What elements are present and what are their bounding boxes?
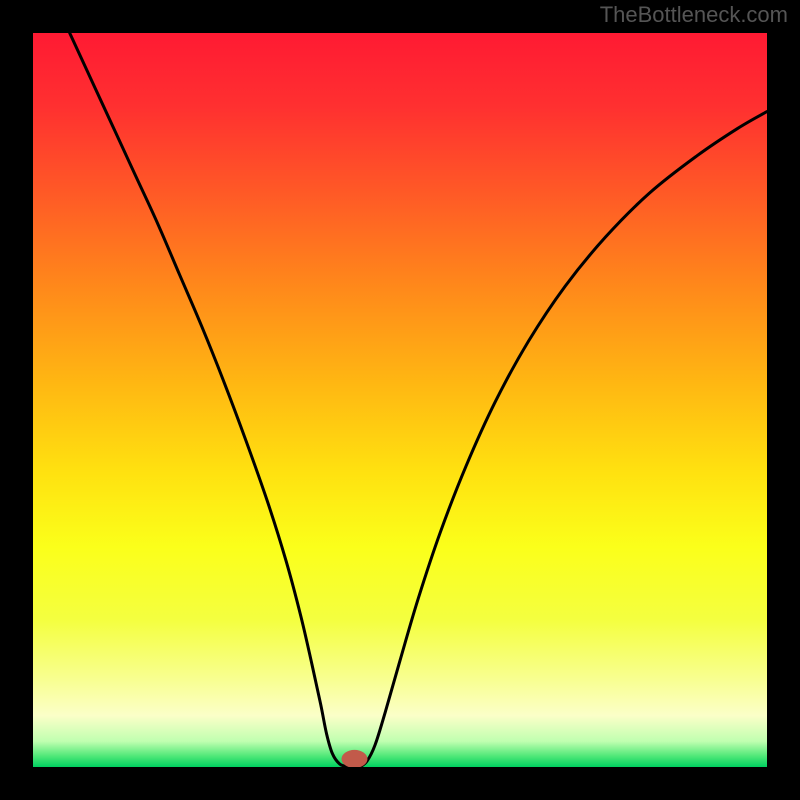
plot-area [33, 33, 767, 767]
bottleneck-curve [33, 33, 767, 767]
optimal-point-marker [341, 750, 367, 767]
watermark-text: TheBottleneck.com [600, 2, 788, 28]
